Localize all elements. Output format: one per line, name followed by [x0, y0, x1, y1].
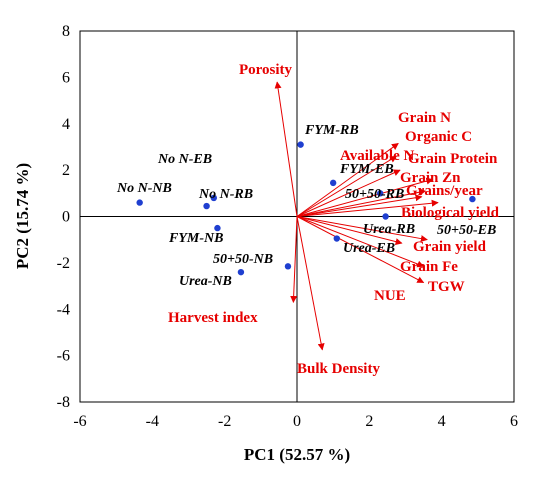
y-tick-label: -2	[57, 255, 70, 272]
observation-label-50-50-nb: 50+50-NB	[213, 252, 273, 267]
loading-vector-grain-zn	[296, 188, 427, 217]
x-tick-label: 2	[365, 413, 373, 430]
y-tick-label: 2	[62, 162, 70, 179]
y-tick-label: 8	[62, 23, 70, 40]
observation-label-no-n-rb: No N-RB	[198, 187, 253, 202]
x-tick-label: 4	[438, 413, 446, 430]
observation-label-fym-eb: FYM-EB	[339, 162, 394, 177]
loading-vector-grain-protein	[296, 177, 434, 217]
observation-label-urea-nb: Urea-NB	[179, 274, 232, 289]
y-tick-label: -6	[57, 348, 70, 365]
score-point-fym-eb	[329, 179, 337, 187]
loading-vector-grain-yield	[296, 216, 428, 243]
y-tick-label: 0	[62, 209, 70, 226]
variable-label-organic-c: Organic C	[405, 129, 472, 145]
variable-label-nue: NUE	[374, 288, 406, 304]
x-tick-label: 6	[510, 413, 518, 430]
observation-label-50-50-eb: 50+50-EB	[437, 223, 496, 238]
observation-label-50-50-rb: 50+50-RB	[345, 187, 404, 202]
loading-vector-bulk-density	[296, 216, 325, 351]
observation-label-fym-rb: FYM-RB	[304, 123, 359, 138]
loading-vector-tgw	[296, 216, 425, 284]
y-tick-label: -4	[57, 301, 70, 318]
variable-label-harvest-index: Harvest index	[168, 310, 258, 326]
loading-vector-available-n	[296, 169, 401, 217]
variable-label-porosity: Porosity	[239, 62, 293, 78]
loading-vector-grain-fe	[296, 216, 425, 268]
observation-label-urea-eb: Urea-EB	[343, 241, 395, 256]
loading-vector-harvest-index	[290, 216, 298, 303]
score-point-50-50-nb	[284, 263, 292, 270]
score-point-urea-eb	[333, 235, 340, 242]
loading-vector-organic-c	[296, 155, 398, 217]
observation-label-no-n-eb: No N-EB	[157, 152, 212, 167]
score-point-no-n-rb	[203, 202, 210, 210]
variable-label-grain-yield: Grain yield	[413, 239, 487, 255]
loading-vector-grains-year	[296, 194, 423, 217]
y-tick-label: 4	[62, 116, 70, 133]
observation-label-fym-nb: FYM-NB	[168, 231, 223, 246]
x-tick-label: -6	[73, 413, 86, 430]
score-point-50-50-rb	[376, 190, 384, 197]
observation-label-no-n-nb: No N-NB	[116, 181, 172, 196]
loading-vector-nue	[296, 216, 403, 246]
variable-label-grain-fe: Grain Fe	[400, 259, 458, 275]
x-tick-label: -2	[218, 413, 231, 430]
loading-vector-porosity	[274, 81, 298, 217]
variable-label-grain-protein: Grain Protein	[408, 151, 498, 167]
score-point-urea-nb	[237, 268, 245, 276]
x-tick-label: -4	[146, 413, 159, 430]
x-axis-title: PC1 (52.57 %)	[244, 445, 350, 464]
loading-vector-grain-n	[296, 143, 399, 217]
variable-label-available-n: Available N	[340, 148, 414, 164]
score-point-urea-rb	[382, 213, 389, 220]
y-tick-label: -8	[57, 394, 70, 411]
score-point-no-n-nb	[136, 199, 143, 206]
variable-label-bulk-density: Bulk Density	[297, 361, 380, 377]
observation-label-urea-rb: Urea-RB	[363, 222, 415, 237]
loading-vector-biological-yield	[296, 199, 439, 217]
score-point-fym-rb	[297, 141, 304, 148]
variable-label-biological-yield: Biological yield	[401, 205, 500, 221]
score-point-no-n-eb	[210, 194, 218, 202]
score-point-fym-nb	[214, 224, 221, 232]
y-tick-label: 6	[62, 69, 70, 86]
score-point-50-50-eb	[469, 195, 476, 203]
variable-label-tgw: TGW	[428, 279, 465, 295]
variable-label-grain-n: Grain N	[398, 110, 451, 126]
y-axis-title: PC2 (15.74 %)	[13, 163, 32, 269]
x-tick-label: 0	[293, 413, 301, 430]
variable-label-grains-year: Grains/year	[406, 183, 483, 199]
variable-label-grain-zn: Grain Zn	[400, 170, 461, 186]
